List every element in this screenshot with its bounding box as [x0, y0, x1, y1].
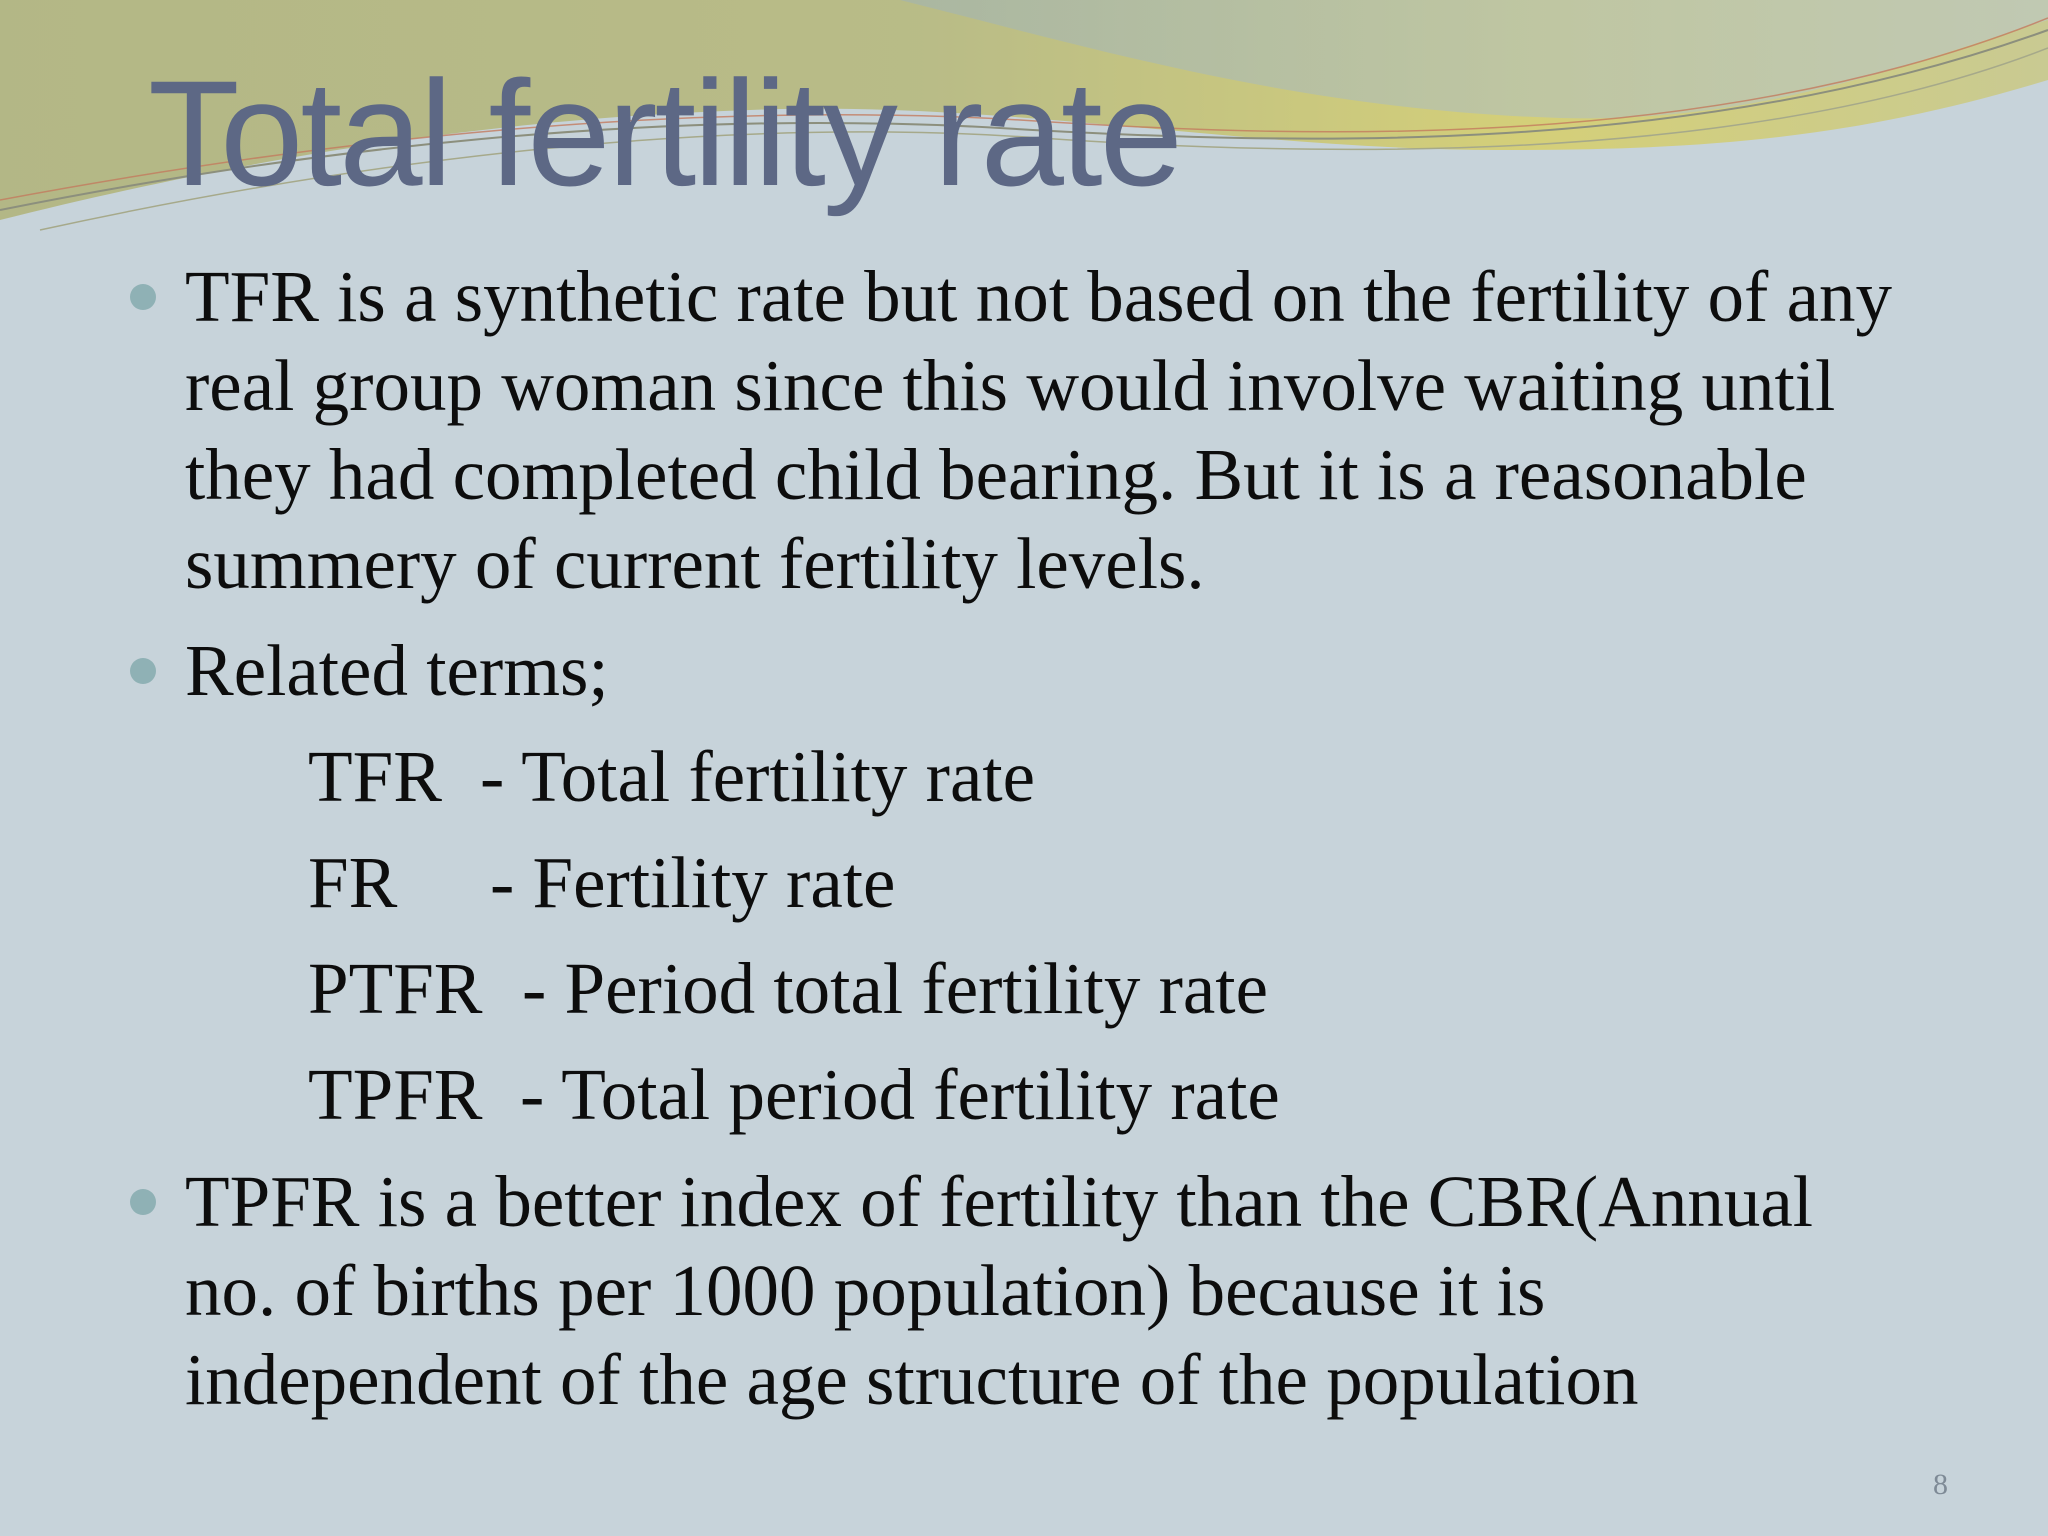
term-abbreviation: FR [308, 842, 398, 923]
bullet-line: summery of current fertility levels. [185, 523, 1205, 604]
page-number: 8 [1933, 1468, 1948, 1501]
term-abbreviation: PTFR [308, 948, 483, 1029]
slide-title: Total fertility rate [148, 49, 1183, 217]
term-definition: - Total fertility rate [480, 736, 1036, 817]
term-row-ptfr: PTFR - Period total fertility rate [308, 944, 1268, 1033]
term-definition: - Fertility rate [490, 842, 896, 923]
term-abbreviation: TPFR [308, 1054, 483, 1135]
bullet-item-related-terms: Related terms; [130, 626, 1975, 715]
bullet-line: TFR is a synthetic rate but not based on… [185, 256, 1893, 337]
term-row-fr: FR - Fertility rate [308, 838, 895, 927]
bullet-dot-icon [130, 284, 156, 310]
bullet-dot-icon [130, 1189, 156, 1215]
term-abbreviation: TFR [308, 736, 442, 817]
bullet-item-tfr-definition: TFR is a synthetic rate but not based on… [130, 252, 1975, 608]
term-definition: - Total period fertility rate [520, 1054, 1280, 1135]
bullet-line: Related terms; [185, 630, 609, 711]
bullet-line: they had completed child bearing. But it… [185, 434, 1807, 515]
term-row-tfr: TFR - Total fertility rate [308, 732, 1035, 821]
term-row-tpfr: TPFR - Total period fertility rate [308, 1050, 1280, 1139]
bullet-dot-icon [130, 658, 156, 684]
term-definition: - Period total fertility rate [522, 948, 1268, 1029]
bullet-line: TPFR is a better index of fertility than… [185, 1161, 1814, 1242]
bullet-line: no. of births per 1000 population) becau… [185, 1250, 1546, 1331]
header-wave-decoration [0, 0, 2048, 231]
bullet-line: real group woman since this would involv… [185, 345, 1836, 426]
bullet-item-tpfr-index: TPFR is a better index of fertility than… [130, 1157, 1975, 1424]
bullet-line: independent of the age structure of the … [185, 1339, 1639, 1420]
